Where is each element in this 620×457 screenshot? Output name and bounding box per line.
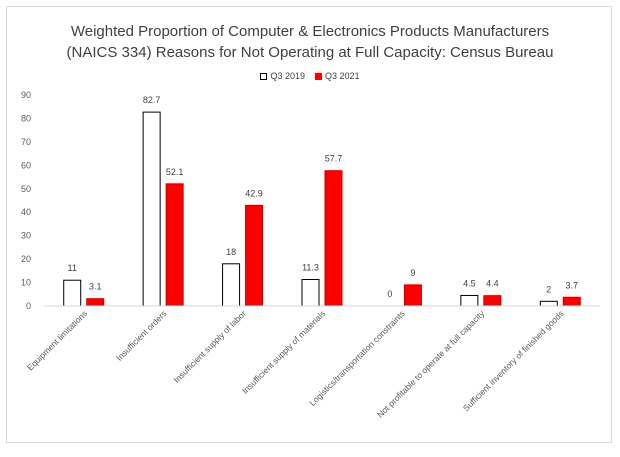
chart-title-line-1: Weighted Proportion of Computer & Electr… [70, 23, 550, 40]
y-tick-label: 10 [21, 278, 31, 288]
bar-q3-2019 [460, 294, 479, 307]
data-label: 4.5 [463, 278, 476, 288]
chart-title: Weighted Proportion of Computer & Electr… [7, 21, 613, 63]
data-label: 0 [387, 289, 392, 299]
data-label: 4.4 [486, 279, 499, 289]
y-tick-label: 40 [21, 207, 31, 217]
data-label: 9 [410, 268, 415, 278]
legend-label-q3-2019: Q3 2019 [270, 71, 305, 81]
category-label: Logistics/transportation constraints [307, 308, 407, 408]
legend-label-q3-2021: Q3 2021 [325, 71, 360, 81]
bar-q3-2019 [63, 279, 82, 307]
legend-swatch-q3-2021 [315, 72, 322, 80]
bar-q3-2021 [324, 170, 343, 307]
bar-q3-2019 [539, 300, 558, 307]
legend-item-q3-2021: Q3 2021 [315, 71, 360, 81]
bar-q3-2019 [142, 111, 161, 307]
data-label: 42.9 [245, 188, 263, 198]
data-label: 18 [226, 247, 236, 257]
y-tick-label: 0 [26, 301, 31, 311]
data-label: 3.7 [566, 280, 579, 290]
data-label: 11 [68, 263, 77, 273]
y-tick-label: 80 [21, 113, 31, 123]
legend-swatch-q3-2019 [260, 72, 268, 80]
bar-q3-2021 [403, 284, 422, 307]
data-label: 11.3 [302, 263, 319, 273]
bar-q3-2021 [86, 298, 105, 307]
bar-q3-2019 [222, 263, 241, 307]
category-label: Equipment limitations [25, 308, 89, 372]
bar-q3-2019 [301, 279, 320, 307]
category-label: Insufficient orders [114, 308, 168, 362]
y-tick-label: 90 [21, 90, 31, 100]
y-tick-label: 60 [21, 160, 31, 170]
bar-q3-2021 [483, 295, 502, 307]
y-tick-label: 70 [21, 137, 31, 147]
data-label: 82.7 [143, 95, 161, 105]
chart-frame: Weighted Proportion of Computer & Electr… [6, 6, 612, 443]
y-tick-label: 50 [21, 184, 31, 194]
data-label: 57.7 [325, 154, 343, 164]
bar-q3-2021 [245, 204, 264, 307]
bar-q3-2021 [562, 296, 581, 307]
category-label: Insufficient supply of materials [240, 308, 327, 395]
chart-title-line-2: (NAICS 334) Reasons for Not Operating at… [66, 44, 554, 61]
legend: Q3 2019 Q3 2021 [7, 71, 613, 81]
category-label: Insufficient supply of labor [172, 308, 249, 385]
legend-item-q3-2019: Q3 2019 [260, 71, 305, 81]
data-label: 52.1 [166, 167, 184, 177]
y-tick-label: 30 [21, 231, 31, 241]
bar-q3-2021 [165, 183, 184, 307]
y-tick-label: 20 [21, 254, 31, 264]
data-label: 2 [546, 284, 551, 294]
data-label: 3.1 [89, 282, 102, 292]
